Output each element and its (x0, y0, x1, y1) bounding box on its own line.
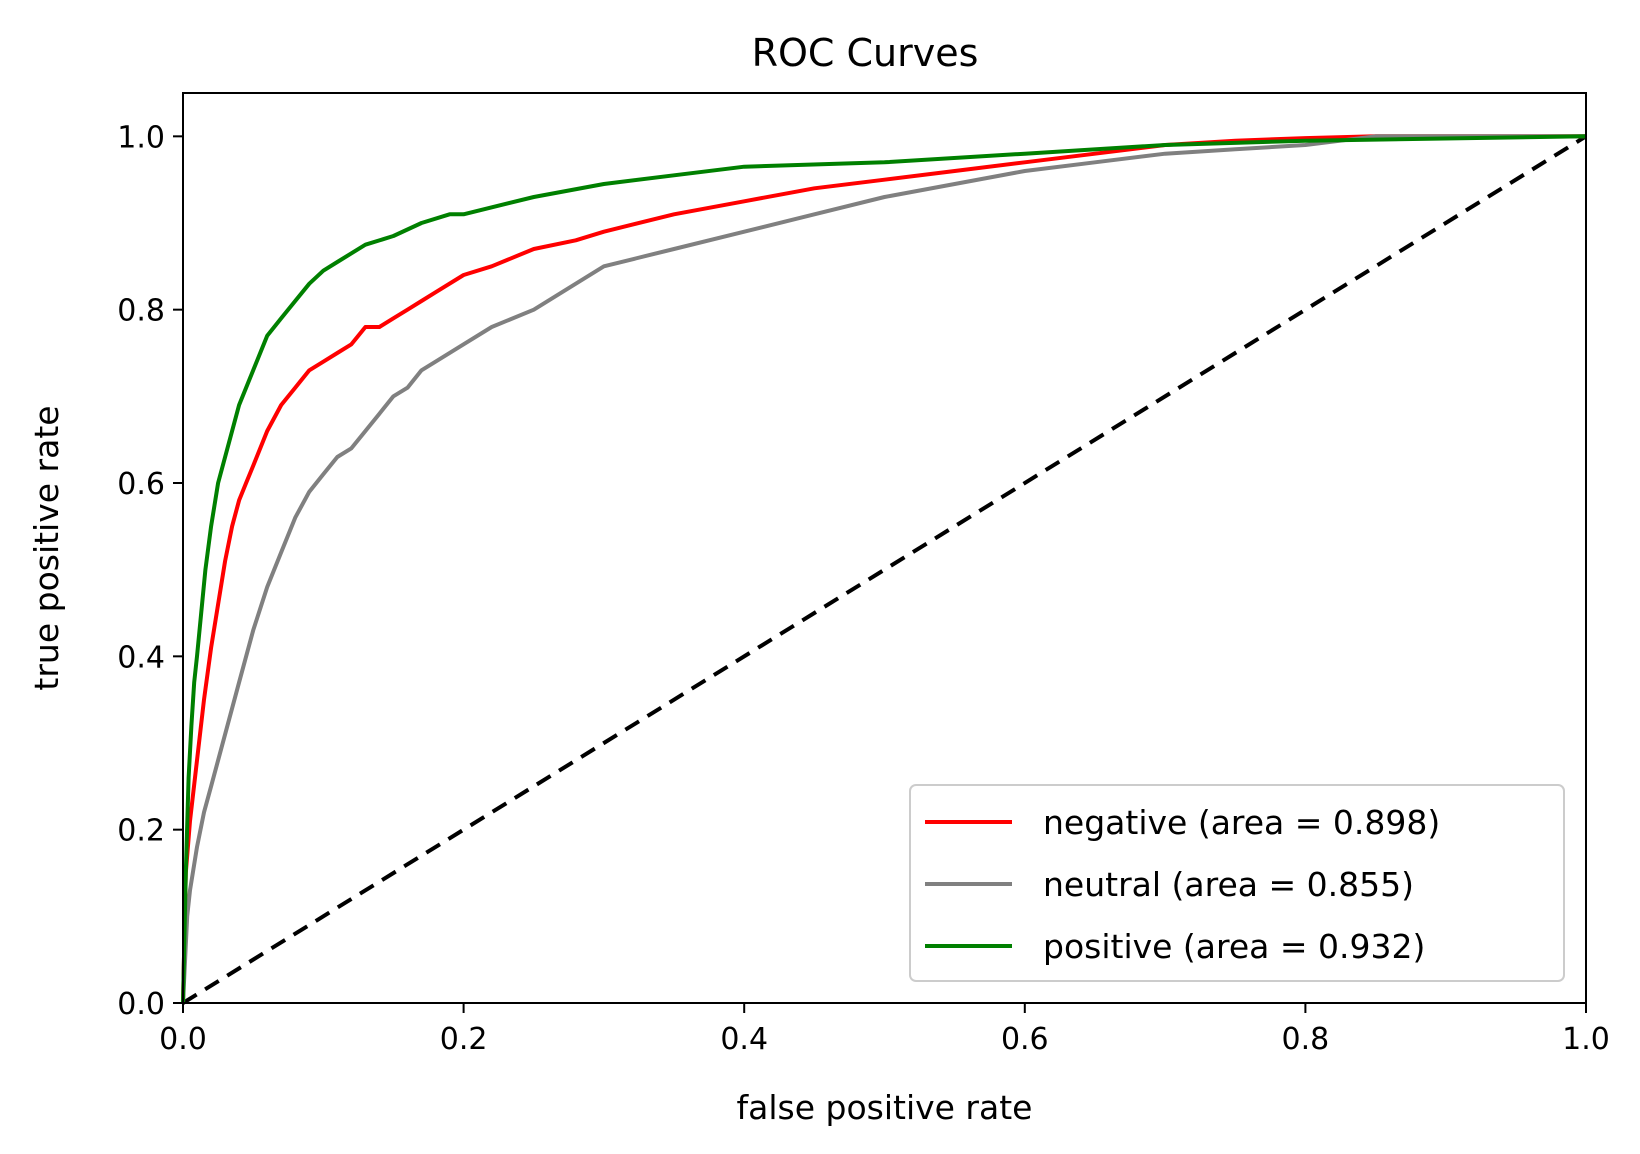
y-tick-label: 0.4 (117, 640, 165, 675)
x-tick-label: 0.0 (159, 1022, 207, 1057)
y-tick-label: 0.6 (117, 467, 165, 502)
series-line-2 (181, 134, 1587, 1004)
legend-label: neutral (area = 0.855) (1043, 865, 1414, 904)
reference-diagonal-line (181, 134, 1588, 1005)
axes-frame (182, 92, 1587, 1004)
y-axis: 0.0 0.2 0.4 0.6 0.8 1.0 (117, 120, 183, 1022)
series-line-0 (181, 134, 1586, 1004)
x-tick-label: 0.6 (1001, 1022, 1049, 1057)
y-tick-label: 0.2 (117, 814, 165, 849)
x-axis-label: false positive rate (737, 1088, 1033, 1127)
y-axis-label: true positive rate (27, 405, 66, 690)
y-tick-label: 0.8 (117, 294, 165, 329)
y-tick-label: 1.0 (117, 120, 165, 155)
y-tick-label: 0.0 (117, 987, 165, 1022)
legend-box (909, 784, 1565, 982)
legend-label: positive (area = 0.932) (1043, 927, 1425, 966)
chart-title: ROC Curves (752, 31, 979, 75)
legend: negative (area = 0.898) neutral (area = 0… (909, 784, 1565, 982)
x-tick-label: 0.2 (440, 1022, 488, 1057)
x-axis: 0.0 0.2 0.4 0.6 0.8 1.0 (159, 1003, 1610, 1057)
x-tick-label: 1.0 (1562, 1022, 1610, 1057)
legend-items: negative (area = 0.898) neutral (area = 0… (925, 803, 1440, 966)
x-tick-label: 0.4 (720, 1022, 768, 1057)
plot-area (181, 134, 1588, 1005)
legend-label: negative (area = 0.898) (1043, 803, 1440, 842)
x-tick-label: 0.8 (1282, 1022, 1330, 1057)
series-line-1 (181, 134, 1586, 1004)
